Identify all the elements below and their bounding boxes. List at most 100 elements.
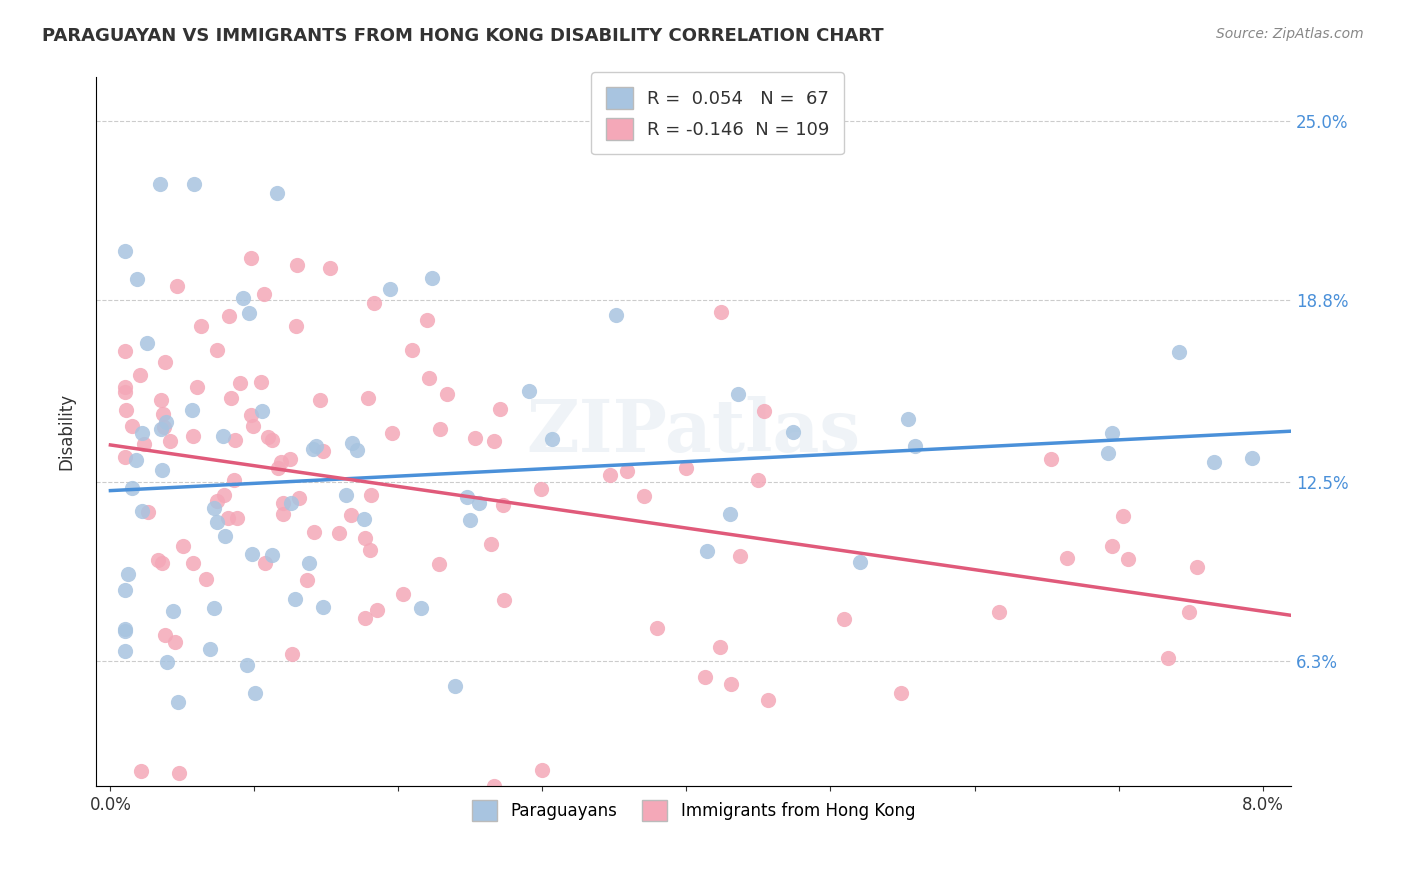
Point (346, 443, 368, 458)
Point (709, 640, 731, 654)
Point (181, 556, 204, 570)
Point (295, 573, 318, 587)
Point (340, 435, 363, 450)
Point (114, 244, 136, 258)
Point (195, 572, 218, 586)
Point (782, 425, 804, 439)
Point (285, 258, 308, 272)
Point (222, 473, 245, 487)
Point (599, 467, 621, 482)
Point (1204, 455, 1226, 469)
Point (207, 493, 229, 508)
Point (284, 592, 307, 607)
Point (131, 504, 153, 518)
Point (1101, 425, 1123, 440)
Point (242, 418, 264, 433)
Point (468, 496, 491, 510)
Point (494, 593, 516, 607)
Point (1157, 650, 1180, 665)
Point (250, 375, 273, 389)
Point (114, 583, 136, 598)
Point (278, 452, 301, 467)
Point (340, 508, 363, 522)
Point (114, 624, 136, 638)
Point (238, 306, 260, 320)
Point (693, 670, 716, 684)
Point (401, 343, 423, 357)
Point (150, 393, 173, 408)
Point (645, 621, 668, 635)
Point (162, 604, 184, 618)
Point (121, 481, 143, 495)
Point (271, 507, 294, 521)
Point (117, 567, 139, 582)
Point (633, 489, 655, 503)
Point (166, 279, 188, 293)
Point (254, 556, 277, 570)
Point (202, 500, 225, 515)
Point (312, 599, 335, 614)
Point (380, 282, 402, 296)
Point (988, 606, 1011, 620)
Point (114, 623, 136, 637)
Point (281, 647, 304, 661)
Point (832, 612, 855, 626)
Point (409, 601, 432, 615)
Point (156, 656, 179, 670)
Point (212, 428, 235, 442)
Point (250, 404, 273, 418)
Point (243, 686, 266, 700)
Point (1116, 551, 1139, 566)
Point (492, 498, 515, 512)
Point (675, 460, 697, 475)
Point (114, 343, 136, 358)
Point (225, 511, 247, 525)
Point (127, 271, 149, 285)
Point (427, 557, 450, 571)
Point (1167, 344, 1189, 359)
Point (153, 354, 176, 368)
Point (284, 318, 307, 333)
Point (128, 368, 150, 383)
Point (541, 432, 564, 446)
Point (240, 408, 263, 422)
Point (1187, 559, 1209, 574)
Point (482, 779, 505, 793)
Y-axis label: Disability: Disability (58, 393, 75, 470)
Point (357, 391, 380, 405)
Point (436, 387, 458, 401)
Point (190, 318, 212, 333)
Point (309, 393, 332, 408)
Point (280, 496, 302, 510)
Point (1177, 605, 1199, 619)
Point (134, 436, 156, 450)
Text: PARAGUAYAN VS IMMIGRANTS FROM HONG KONG DISABILITY CORRELATION CHART: PARAGUAYAN VS IMMIGRANTS FROM HONG KONG … (42, 27, 884, 45)
Point (444, 679, 467, 693)
Point (288, 491, 311, 506)
Point (301, 442, 323, 457)
Point (381, 425, 404, 440)
Point (229, 376, 252, 391)
Point (1056, 551, 1078, 566)
Point (114, 384, 136, 399)
Point (484, 434, 506, 449)
Point (488, 402, 510, 417)
Point (114, 450, 136, 464)
Point (464, 431, 486, 445)
Point (305, 439, 328, 453)
Point (136, 505, 159, 519)
Legend: Paraguayans, Immigrants from Hong Kong: Paraguayans, Immigrants from Hong Kong (458, 787, 928, 834)
Point (335, 488, 357, 502)
Point (271, 496, 294, 510)
Point (169, 766, 191, 780)
Point (456, 490, 478, 504)
Point (131, 426, 153, 441)
Point (696, 543, 718, 558)
Point (236, 658, 259, 673)
Point (890, 685, 912, 699)
Point (897, 411, 920, 425)
Point (747, 473, 769, 487)
Point (240, 547, 263, 561)
Point (530, 763, 553, 777)
Point (718, 507, 741, 521)
